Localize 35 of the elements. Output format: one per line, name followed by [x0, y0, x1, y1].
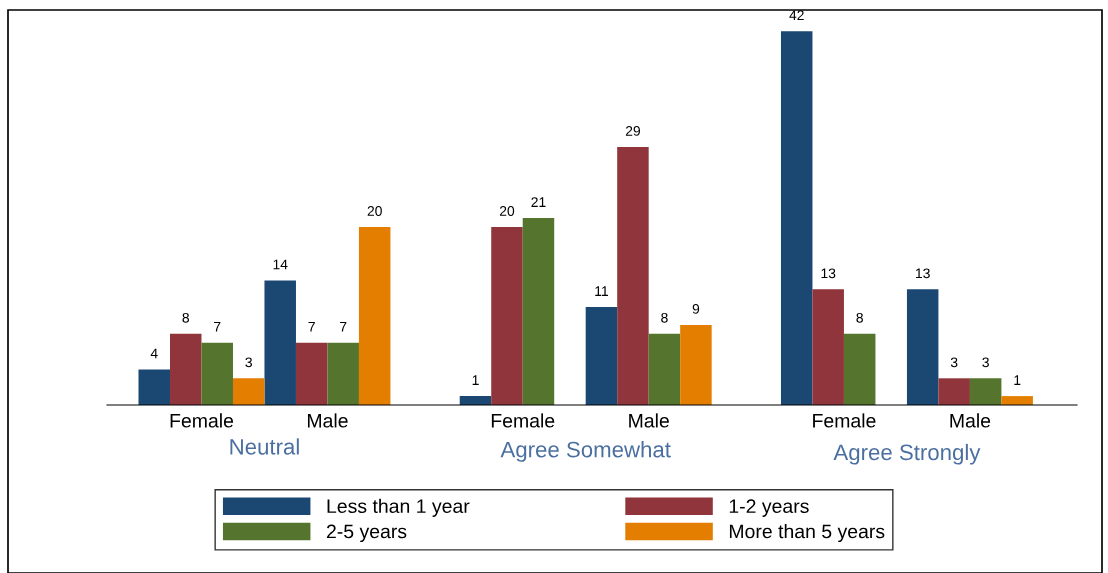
data-label: 9: [692, 303, 700, 314]
x-tick-label: Female: [170, 413, 234, 428]
data-label: 3: [982, 357, 989, 368]
data-label: 11: [595, 286, 608, 296]
data-label: 7: [308, 321, 315, 332]
data-label: 42: [789, 10, 804, 20]
data-label: 8: [856, 312, 863, 323]
x-tick-label: Male: [307, 413, 348, 428]
legend-label: 2-5 years: [326, 524, 407, 543]
text: Neutral: [230, 438, 299, 455]
x-tick-label: Male: [950, 413, 991, 428]
data-label: 8: [182, 312, 189, 323]
legend-label: More than 5 years: [729, 524, 885, 543]
data-label: 13: [916, 268, 930, 279]
data-label: 1: [472, 375, 479, 385]
data-label: 20: [367, 206, 382, 216]
data-label: 13: [821, 268, 836, 279]
x-tick-label: Male: [629, 413, 669, 428]
text: Agree Strongly: [833, 443, 981, 465]
data-label: 7: [340, 321, 347, 332]
data-label: 29: [625, 126, 641, 136]
text: Agree Somewhat: [500, 441, 671, 462]
data-label: 8: [661, 312, 668, 323]
data-label: 21: [531, 197, 546, 207]
data-label: 3: [950, 357, 958, 368]
data-label: 20: [499, 206, 515, 216]
data-label: 4: [150, 348, 158, 359]
legend-label: Less than 1 year: [327, 498, 470, 517]
data-label: 3: [245, 357, 252, 368]
x-tick-label: Female: [491, 413, 555, 428]
data-label: 1: [1014, 375, 1021, 385]
data-label: 7: [214, 321, 221, 332]
legend-label: 1-2 years: [729, 499, 809, 517]
data-label: 14: [273, 259, 288, 270]
x-tick-label: Female: [813, 413, 876, 428]
